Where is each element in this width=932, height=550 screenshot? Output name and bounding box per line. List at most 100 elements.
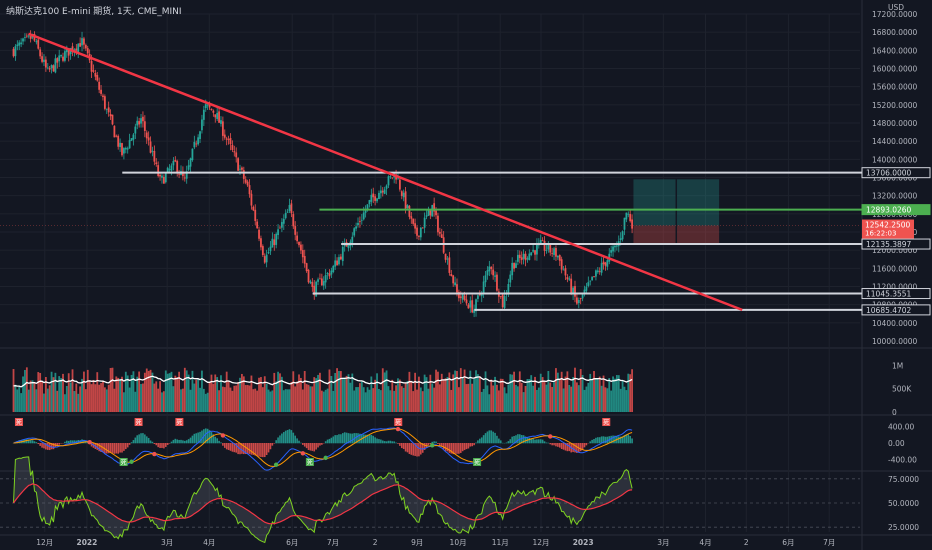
candle-body [46,67,49,69]
volume-bar [27,389,30,412]
candle-body [39,49,42,57]
volume-bar [593,371,595,412]
candle-body [381,190,384,193]
volume-bar [566,371,569,412]
candle-body [459,296,462,298]
volume-bar [556,372,559,412]
candle-body [248,185,251,195]
macd-signal-line [13,428,633,467]
currency-label: USD [888,3,904,12]
volume-bar [534,376,536,412]
volume-bar [153,383,156,412]
macd-histogram-bar [507,441,510,444]
volume-bar [418,376,420,412]
candle-body [484,275,487,283]
volume-bar [536,389,538,412]
candle-body [368,200,371,205]
macd-histogram-bar [538,439,540,444]
macd-histogram-bar [347,433,350,444]
macd-histogram-bar [296,438,298,444]
macd-histogram-bar [627,434,630,444]
volume-bar [105,389,108,412]
macd-histogram-bar [591,439,593,444]
macd-histogram-bar [191,435,194,444]
candle-body [418,235,420,237]
candle-body [598,270,601,272]
candle-body [532,249,535,252]
volume-bar [261,387,264,412]
macd-histogram-bar [184,440,186,444]
volume-bar [121,376,123,412]
candle-body [515,263,517,268]
volume-bar [178,371,181,412]
volume-bar [615,375,618,412]
macd-histogram-bar [597,437,599,444]
volume-tick-label: 1M [892,361,903,370]
volume-bar [602,375,605,412]
volume-bar [404,383,407,412]
candle-body [610,250,613,253]
volume-bar [461,377,464,412]
volume-bar [372,388,375,412]
volume-bar [499,378,502,412]
macd-histogram-bar [595,437,597,444]
volume-bar [444,378,447,412]
macd-histogram-bar [271,443,274,446]
macd-histogram-bar [402,443,405,450]
macd-histogram-bar [362,434,365,444]
macd-histogram-bar [237,443,239,455]
volume-bar [581,374,584,412]
candle-body [303,256,306,264]
x-tick-label: 2022 [76,538,97,547]
candle-body [568,278,571,280]
volume-bar [322,391,325,412]
macd-histogram-bar [52,443,55,450]
candle-body [151,150,154,152]
candle-body [246,181,249,186]
candle-body [585,286,588,291]
volume-bar [166,373,169,412]
volume-bar [376,373,378,412]
macd-histogram-bar [193,433,196,444]
macd-histogram-bar [206,428,209,444]
macd-histogram-bar [480,437,483,444]
macd-histogram-bar [355,433,357,444]
volume-bar [393,390,396,412]
candle-body [322,281,325,286]
drawing-overlays[interactable] [0,32,862,312]
volume-bar [608,378,611,412]
volume-bar [349,382,352,412]
current-price-box [862,219,914,239]
macd-histogram-bar [142,433,144,444]
macd-histogram-bar [513,436,515,444]
volume-bar [440,373,443,412]
candle-body [522,253,525,259]
volume-bar [494,376,496,412]
volume-bar [583,389,586,412]
candle-body [202,109,205,120]
candle-body [444,253,447,260]
candle-body [360,219,363,221]
candle-body [242,170,245,179]
macd-histogram-bar [551,443,553,446]
candle-body [83,38,85,45]
macd-histogram-bar [321,443,323,445]
volume-bar [598,376,601,412]
volume-bar [381,368,384,412]
candle-body [208,104,211,108]
level-label: 10685.4702 [866,306,912,315]
candle-body [58,55,61,62]
volume-bar [235,385,238,412]
candle-body [216,112,219,119]
candle-body [117,135,120,147]
volume-bar [246,384,249,412]
candle-body [44,59,47,68]
macd-histogram-bar [282,432,285,444]
volume-bar [269,391,272,412]
macd-marker-box [134,418,143,426]
candle-body [29,36,32,39]
candle-body [182,171,184,177]
macd-histogram-bar [560,443,563,450]
y-tick-label: 14400.0000 [872,137,918,146]
